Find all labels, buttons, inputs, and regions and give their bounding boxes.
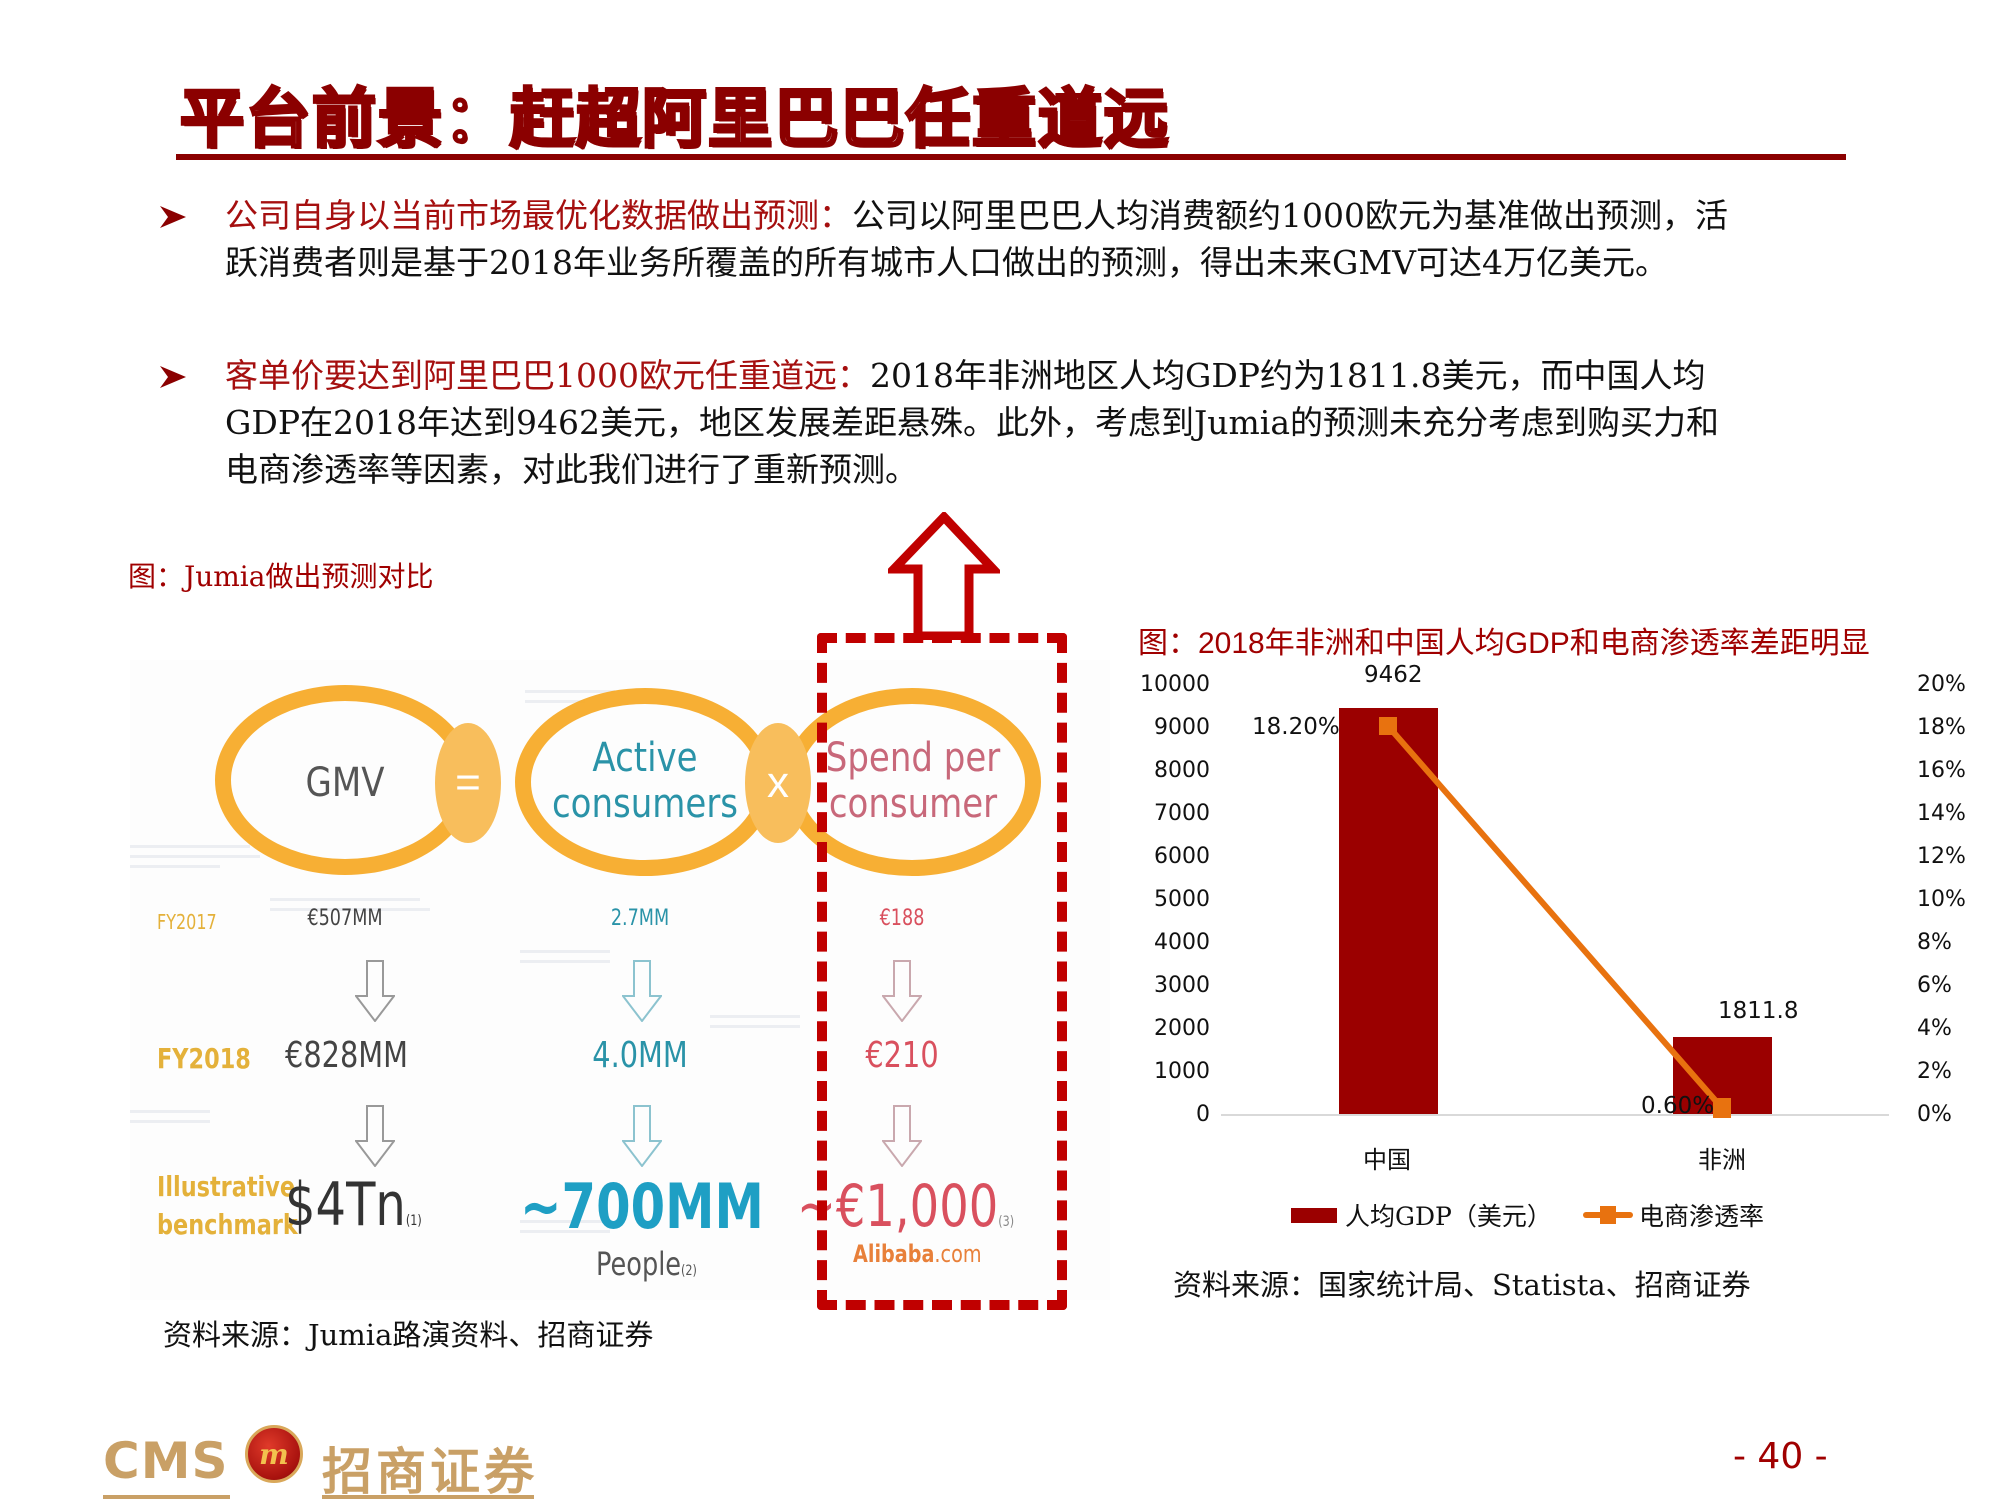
down-arrow-icon: [622, 960, 662, 1022]
gmv-fy2017: €507MM: [307, 906, 383, 931]
gmv-fy2018: €828MM: [285, 1035, 408, 1076]
x-axis-line: [1221, 1114, 1889, 1116]
y-right-tick: 20%: [1917, 672, 1966, 697]
footer-underline-en: [103, 1495, 230, 1499]
jumia-forecast-infographic: = x GMV Active consumers Spend per consu…: [130, 660, 1110, 1300]
y-left-tick: 3000: [1154, 973, 1210, 998]
gmv-benchmark: $4Tn(1): [285, 1170, 422, 1240]
legend-penetration: 电商渗透率: [1583, 1197, 1764, 1233]
active-consumers-fy2018: 4.0MM: [592, 1035, 688, 1076]
spend-fy2018: €210: [865, 1035, 939, 1076]
spend-benchmark: ~€1,000(3): [797, 1172, 1015, 1240]
y-left-tick: 10000: [1140, 672, 1210, 697]
y-right-tick: 10%: [1917, 887, 1966, 912]
page-title: 平台前景：赶超阿里巴巴任重道远: [179, 82, 1170, 159]
alibaba-logo: Alibaba.com: [853, 1240, 982, 1268]
right-figure-caption: 图：2018年非洲和中国人均GDP和电商渗透率差距明显: [1138, 627, 1870, 660]
x-label-africa: 非洲: [1698, 1146, 1746, 1174]
legend-line-swatch: [1583, 1206, 1633, 1224]
y-left-tick: 4000: [1154, 930, 1210, 955]
legend-gdp: 人均GDP（美元）: [1291, 1197, 1552, 1233]
row-label-benchmark-2: benchmark: [157, 1208, 298, 1241]
y-left-tick: 0: [1196, 1102, 1210, 1127]
row-label-fy2018: FY2018: [157, 1042, 251, 1075]
bar-label-china: 9462: [1364, 662, 1423, 688]
down-arrow-icon: [355, 960, 395, 1022]
y-right-tick: 8%: [1917, 930, 1952, 955]
up-arrow-icon: [888, 512, 1000, 640]
cms-logo-icon: m: [245, 1425, 303, 1483]
right-figure-source: 资料来源：国家统计局、Statista、招商证券: [1173, 1268, 1751, 1302]
bar-china-gdp: [1339, 708, 1438, 1115]
bullet-highlight: 客单价要达到阿里巴巴1000欧元任重道远：: [225, 356, 870, 395]
down-arrow-icon: [622, 1105, 662, 1167]
row-label-benchmark-1: Illustrative: [157, 1170, 296, 1203]
spend-fy2017: €188: [879, 906, 925, 931]
y-right-tick: 0%: [1917, 1102, 1952, 1127]
y-right-tick: 18%: [1917, 715, 1966, 740]
legend-bar-swatch: [1291, 1207, 1337, 1223]
down-arrow-icon: [355, 1105, 395, 1167]
bullet-body: 2018年非洲地区人均GDP约为1811.8美元，而中国人均GDP在2018年达…: [225, 356, 1719, 489]
page-number: - 40 -: [1733, 1436, 1828, 1477]
bullet-item-2: 客单价要达到阿里巴巴1000欧元任重道远：2018年非洲地区人均GDP约为181…: [160, 352, 1740, 497]
bullet-highlight: 公司自身以当前市场最优化数据做出预测：: [225, 196, 852, 235]
y-left-tick: 6000: [1154, 844, 1210, 869]
y-left-tick: 2000: [1154, 1016, 1210, 1041]
x-label-china: 中国: [1363, 1146, 1411, 1174]
brand-cn-text: 招商证券: [322, 1443, 538, 1500]
multiply-operator: x: [745, 723, 811, 843]
bullet-arrow-icon: [160, 366, 186, 388]
brand-cms-text: CMS: [103, 1432, 229, 1490]
bullet-text: 客单价要达到阿里巴巴1000欧元任重道远：2018年非洲地区人均GDP约为181…: [225, 352, 1740, 493]
y-right-tick: 2%: [1917, 1059, 1952, 1084]
left-figure-caption: 图：Jumia做出预测对比: [128, 560, 434, 593]
y-left-tick: 1000: [1154, 1059, 1210, 1084]
footer-underline-cn: [322, 1495, 534, 1499]
bullet-item-1: 公司自身以当前市场最优化数据做出预测：公司以阿里巴巴人均消费额约1000欧元为基…: [160, 192, 1740, 337]
y-left-tick: 8000: [1154, 758, 1210, 783]
left-figure-source: 资料来源：Jumia路演资料、招商证券: [163, 1318, 654, 1352]
bullet-arrow-icon: [160, 206, 186, 228]
down-arrow-icon: [882, 960, 922, 1022]
active-consumers-benchmark: ~700MM: [520, 1170, 764, 1243]
spend-per-consumer-label: Spend per consumer: [825, 735, 1001, 827]
active-consumers-benchmark-unit: People(2): [596, 1245, 697, 1283]
gdp-penetration-chart: 10000 9000 8000 7000 6000 5000 4000 3000…: [1100, 660, 2000, 1260]
active-consumers-fy2017: 2.7MM: [610, 906, 670, 931]
active-consumers-label: Active consumers: [551, 735, 739, 827]
bullet-text: 公司自身以当前市场最优化数据做出预测：公司以阿里巴巴人均消费额约1000欧元为基…: [225, 192, 1740, 286]
line-label-africa: 0.60%: [1641, 1093, 1715, 1119]
bullet-body: 公司以阿里巴巴人均消费额约1000欧元为基准做出预测，活跃消费者则是基于2018…: [225, 196, 1728, 282]
y-right-tick: 6%: [1917, 973, 1952, 998]
y-left-tick: 5000: [1154, 887, 1210, 912]
highlight-dashed-box: [817, 633, 1067, 1310]
y-left-tick: 9000: [1154, 715, 1210, 740]
y-left-tick: 7000: [1154, 801, 1210, 826]
penetration-line: [1379, 717, 1731, 1118]
title-divider: [176, 154, 1846, 160]
y-right-tick: 4%: [1917, 1016, 1952, 1041]
row-label-fy2017: FY2017: [157, 910, 217, 934]
y-right-tick: 12%: [1917, 844, 1966, 869]
line-label-china: 18.20%: [1252, 714, 1340, 740]
y-right-tick: 14%: [1917, 801, 1966, 826]
bar-label-africa: 1811.8: [1718, 998, 1799, 1024]
down-arrow-icon: [882, 1105, 922, 1167]
y-right-tick: 16%: [1917, 758, 1966, 783]
equals-operator: =: [435, 723, 501, 843]
gmv-label: GMV: [305, 760, 385, 806]
